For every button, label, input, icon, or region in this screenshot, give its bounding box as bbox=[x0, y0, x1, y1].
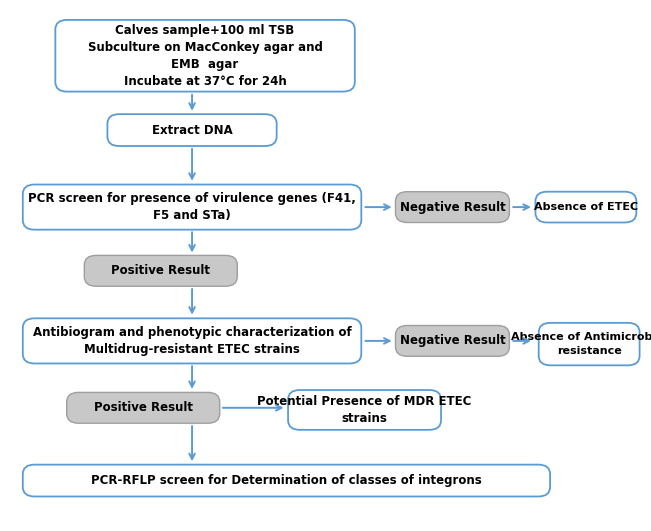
Text: Extract DNA: Extract DNA bbox=[152, 124, 232, 136]
FancyBboxPatch shape bbox=[23, 185, 361, 229]
FancyBboxPatch shape bbox=[107, 114, 277, 146]
Text: Antibiogram and phenotypic characterization of
Multidrug-resistant ETEC strains: Antibiogram and phenotypic characterizat… bbox=[33, 326, 352, 356]
FancyBboxPatch shape bbox=[395, 192, 509, 222]
Text: Potential Presence of MDR ETEC
strains: Potential Presence of MDR ETEC strains bbox=[257, 395, 472, 425]
Text: PCR screen for presence of virulence genes (F41,
F5 and STa): PCR screen for presence of virulence gen… bbox=[28, 192, 356, 222]
FancyBboxPatch shape bbox=[23, 465, 550, 496]
Text: PCR-RFLP screen for Determination of classes of integrons: PCR-RFLP screen for Determination of cla… bbox=[91, 474, 482, 487]
Text: Calves sample+100 ml TSB
Subculture on MacConkey agar and
EMB  agar
Incubate at : Calves sample+100 ml TSB Subculture on M… bbox=[88, 24, 322, 88]
Text: Absence of ETEC: Absence of ETEC bbox=[534, 202, 638, 212]
Text: Positive Result: Positive Result bbox=[111, 264, 210, 277]
FancyBboxPatch shape bbox=[395, 326, 509, 356]
Text: Positive Result: Positive Result bbox=[94, 401, 193, 414]
Text: Negative Result: Negative Result bbox=[400, 201, 505, 213]
Text: Absence of Antimicrobial
resistance: Absence of Antimicrobial resistance bbox=[511, 332, 651, 356]
FancyBboxPatch shape bbox=[539, 323, 640, 365]
FancyBboxPatch shape bbox=[535, 192, 637, 222]
Text: Negative Result: Negative Result bbox=[400, 335, 505, 347]
FancyBboxPatch shape bbox=[67, 392, 220, 423]
FancyBboxPatch shape bbox=[23, 318, 361, 364]
FancyBboxPatch shape bbox=[55, 20, 355, 91]
FancyBboxPatch shape bbox=[288, 390, 441, 430]
FancyBboxPatch shape bbox=[85, 255, 237, 286]
